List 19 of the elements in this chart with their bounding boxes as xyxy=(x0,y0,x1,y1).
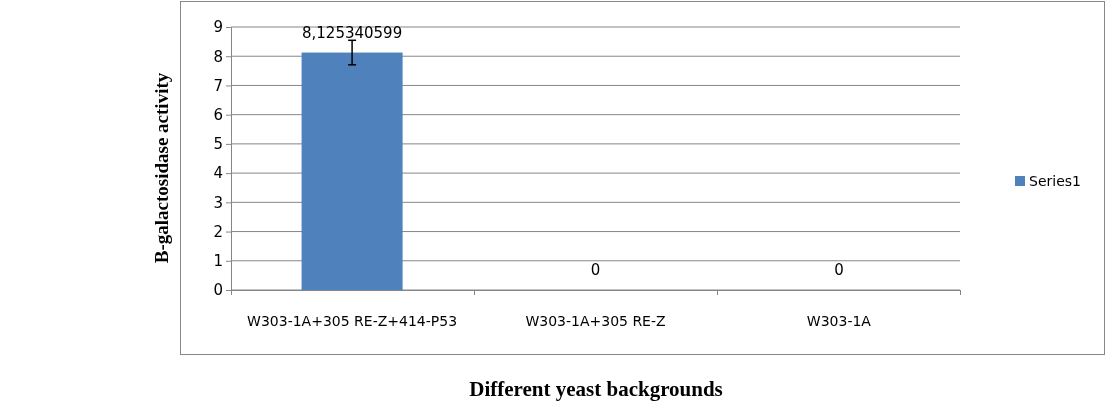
y-tick-label: 3 xyxy=(213,193,223,212)
y-axis-title: B-galactosidase activity xyxy=(151,72,172,264)
data-label: 8,125340599 xyxy=(301,23,403,42)
legend-label: Series1 xyxy=(1029,173,1081,189)
y-tick-label: 9 xyxy=(213,18,223,37)
y-tick-label: 2 xyxy=(213,222,223,241)
y-tick-label: 0 xyxy=(213,281,223,300)
y-tick-label: 1 xyxy=(213,252,223,271)
y-tick-label: 4 xyxy=(213,164,223,183)
y-tick-label: 5 xyxy=(213,135,223,154)
data-label: 0 xyxy=(590,261,601,279)
data-label: 0 xyxy=(834,261,844,279)
x-axis-title: Different yeast backgrounds xyxy=(469,377,723,401)
y-tick-label: 6 xyxy=(213,105,223,124)
y-tick-label: 8 xyxy=(213,47,223,66)
x-tick-label: W303-1A+305 RE-Z+414-P53 xyxy=(247,313,458,329)
x-tick-label: W303-1A xyxy=(806,313,872,329)
x-tick-label: W303-1A+305 RE-Z xyxy=(525,313,666,329)
y-tick-label: 7 xyxy=(213,76,223,95)
